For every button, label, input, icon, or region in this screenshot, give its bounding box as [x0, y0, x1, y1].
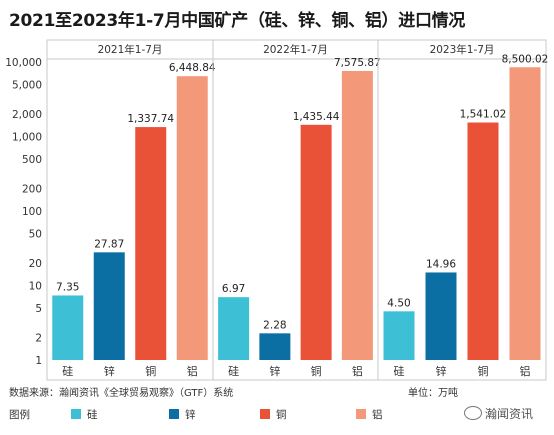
bar-value-label: 1,435.44: [293, 111, 340, 123]
legend-label: 锌: [185, 409, 196, 421]
bar: [218, 297, 250, 360]
bar-value-label: 4.50: [387, 297, 410, 309]
y-tick-label: 2,000: [12, 109, 42, 121]
legend-swatch: [356, 409, 366, 419]
watermark-text: 瀚闻资讯: [485, 407, 534, 421]
bar-value-label: 27.87: [94, 238, 124, 250]
legend-item-aluminum: 铝: [356, 407, 383, 422]
y-tick-label: 10,000: [5, 57, 42, 69]
x-tick-label: 铝: [187, 364, 198, 378]
legend-swatch: [260, 409, 270, 419]
bar: [176, 76, 208, 361]
bar-value-label: 2.28: [263, 319, 286, 331]
bar: [341, 70, 373, 361]
wechat-icon: [464, 406, 482, 420]
bar: [93, 252, 125, 360]
legend-item-zinc: 锌: [169, 407, 196, 422]
bar-value-label: 6.97: [222, 283, 245, 295]
panel-title: 2022年1-7月: [263, 43, 328, 56]
y-tick-label: 1: [35, 355, 42, 367]
bar-value-label: 8,500.02: [502, 53, 549, 65]
y-tick-label: 500: [22, 154, 42, 166]
x-tick-label: 铜: [145, 364, 156, 378]
data-source-note: 数据来源：瀚闻资讯《全球贸易观察》（GTF）系统: [9, 388, 234, 399]
watermark: 瀚闻资讯: [464, 405, 533, 422]
bar: [467, 122, 499, 360]
bar: [52, 295, 84, 360]
legend-label: 铝: [372, 409, 383, 421]
bar: [425, 272, 457, 360]
bar-value-label: 6,448.84: [169, 62, 216, 74]
legend-title: 图例: [9, 409, 30, 421]
legend-item-copper: 铜: [260, 407, 287, 422]
x-tick-label: 锌: [104, 364, 115, 378]
bar-value-label: 7,575.87: [334, 57, 381, 69]
x-tick-label: 锌: [436, 364, 447, 378]
x-tick-label: 硅: [394, 365, 405, 378]
y-tick-label: 10: [29, 281, 42, 293]
y-tick-label: 2: [35, 333, 42, 345]
bar-value-label: 1,541.02: [460, 109, 507, 121]
panel-title: 2021年1-7月: [98, 43, 163, 56]
x-tick-label: 硅: [62, 365, 73, 378]
bar-value-label: 1,337.74: [127, 113, 174, 125]
y-tick-label: 5,000: [12, 79, 42, 91]
legend-label: 铜: [276, 409, 287, 421]
x-tick-label: 铜: [478, 364, 489, 378]
bar-chart: 1251020501002005001,0002,0005,00010,000 …: [5, 39, 549, 381]
panel-frame: [377, 39, 547, 381]
legend-swatch: [169, 409, 179, 419]
legend-swatch: [71, 409, 81, 419]
y-tick-label: 20: [29, 258, 42, 270]
x-tick-label: 铜: [311, 364, 322, 378]
bar-value-label: 7.35: [56, 281, 79, 293]
legend-item-silicon: 硅: [71, 407, 98, 422]
legend-label: 硅: [87, 409, 98, 421]
x-tick-label: 铝: [352, 364, 363, 378]
y-tick-label: 200: [22, 184, 42, 196]
chart-title: 2021至2023年1-7月中国矿产（硅、锌、铜、铝）进口情况: [9, 11, 466, 31]
panel-title: 2023年1-7月: [430, 43, 495, 56]
y-tick-label: 1,000: [12, 132, 42, 144]
unit-note: 单位：万吨: [408, 388, 458, 399]
bar-value-label: 14.96: [426, 258, 456, 270]
bar: [300, 124, 332, 360]
bar: [383, 311, 415, 360]
x-tick-label: 铝: [520, 364, 531, 378]
x-tick-label: 硅: [228, 365, 239, 378]
bar: [259, 333, 291, 360]
bar: [509, 67, 541, 361]
bar: [135, 127, 167, 361]
y-tick-label: 5: [35, 303, 42, 315]
x-tick-label: 锌: [269, 364, 280, 378]
y-tick-label: 100: [22, 206, 42, 218]
y-tick-label: 50: [29, 228, 42, 240]
